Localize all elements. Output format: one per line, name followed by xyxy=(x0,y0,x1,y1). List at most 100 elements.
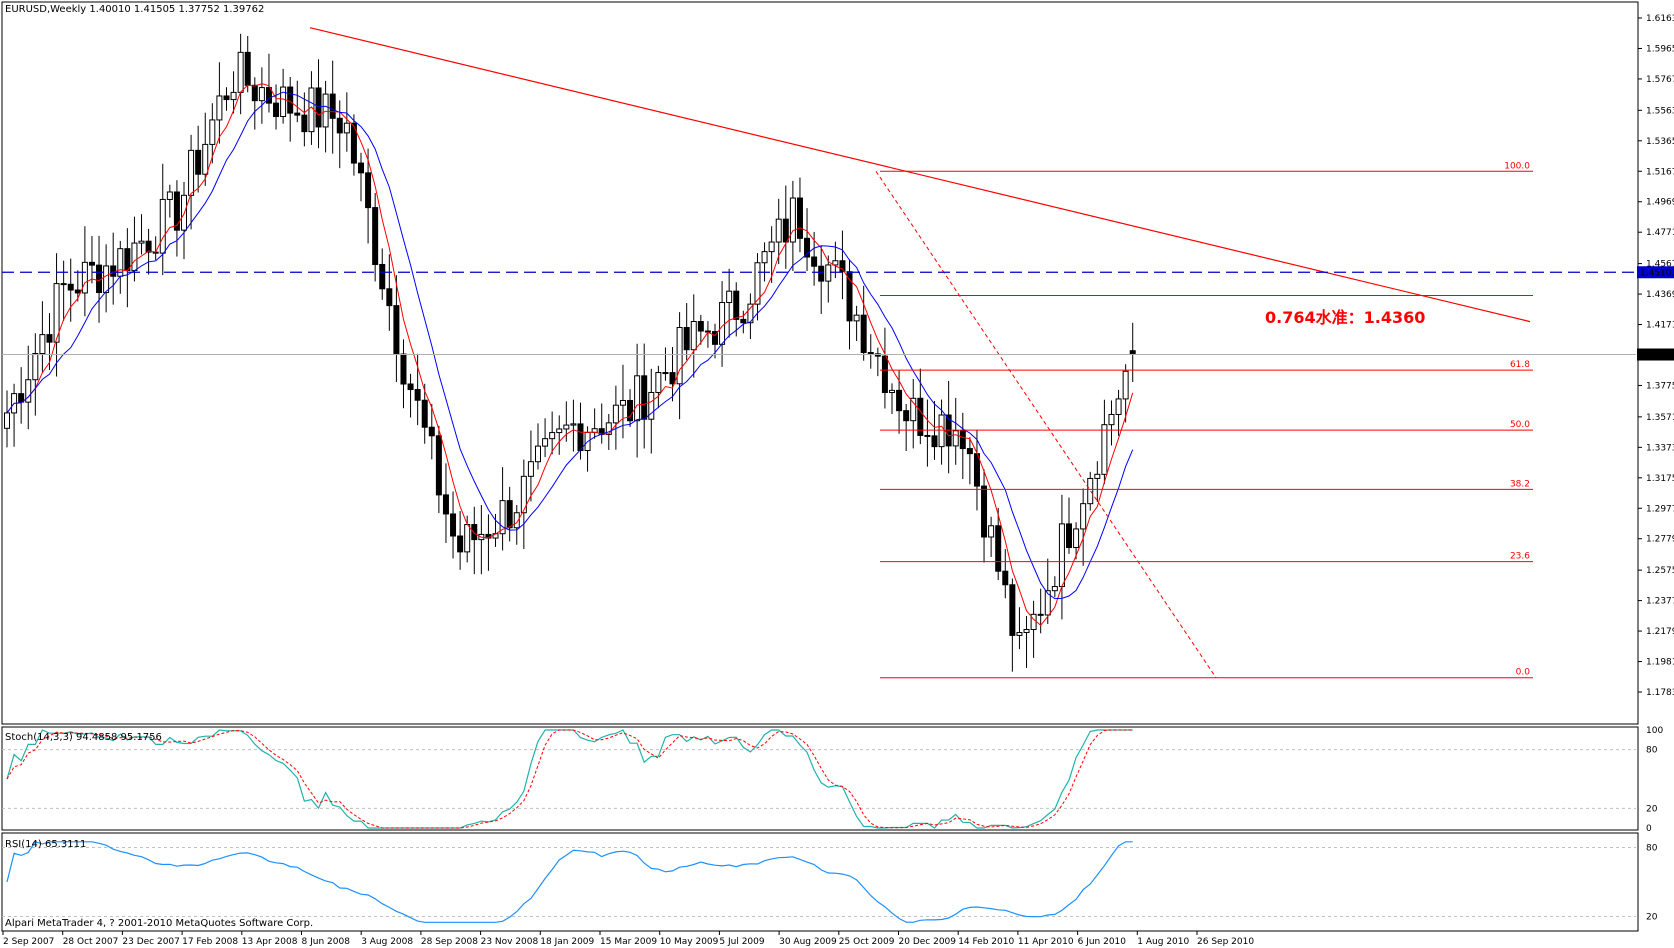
candle-body xyxy=(209,119,216,145)
candle-body xyxy=(1129,350,1136,356)
candle-body xyxy=(542,438,549,447)
candle-body xyxy=(1058,523,1065,588)
price-tick-label: 1.31750 xyxy=(1646,474,1674,484)
date-label: 11 Apr 2010 xyxy=(1018,937,1074,947)
candle-body xyxy=(825,264,832,282)
candle-body xyxy=(393,305,400,355)
candle-body xyxy=(804,237,811,258)
stoch-lines: 100 80 20 0 xyxy=(2,726,1663,834)
candle-body xyxy=(273,102,280,118)
fib-level-label: 61.8 xyxy=(1510,360,1530,370)
candle-body xyxy=(88,261,95,266)
candle-body xyxy=(435,435,442,496)
candle-body xyxy=(605,422,612,435)
candle-body xyxy=(1115,398,1122,415)
copyright-footer: Alpari MetaTrader 4, ? 2001-2010 MetaQuo… xyxy=(5,918,313,929)
fibonacci-levels: 100.0 61.8 50.0 38.2 23.6 0.0 1.45107 1.39762 xyxy=(2,27,1674,679)
candle-body xyxy=(294,112,301,116)
candle-body xyxy=(329,93,336,119)
date-label: 1 Aug 2010 xyxy=(1137,937,1189,947)
hline-price-label: 1.45107 xyxy=(1640,268,1674,278)
candle-body xyxy=(258,87,265,102)
candle-body xyxy=(1094,473,1101,479)
rsi-axis-label: 20 xyxy=(1646,913,1658,923)
candle-body xyxy=(740,318,747,324)
candle-body xyxy=(1037,613,1044,616)
candle-body xyxy=(641,375,648,420)
candle-body xyxy=(910,397,917,422)
candle-body xyxy=(237,51,244,93)
candle-body xyxy=(280,86,287,118)
date-label: 14 Feb 2010 xyxy=(958,937,1014,947)
date-label: 6 Jun 2010 xyxy=(1078,937,1127,947)
candle-body xyxy=(414,389,421,401)
candle-body xyxy=(634,375,641,422)
stoch-axis-label: 0 xyxy=(1646,824,1652,834)
price-axis: 1.61630 1.59650 1.57670 1.55630 1.53650 1.516… xyxy=(1638,14,1674,698)
candle-body xyxy=(1051,586,1058,592)
candle-body xyxy=(1073,528,1080,549)
candle-body xyxy=(1066,523,1072,549)
rsi-line xyxy=(6,841,1133,923)
fib-diagonal xyxy=(875,170,1217,678)
candle-body xyxy=(697,321,704,332)
ma-slow-line xyxy=(6,91,1134,600)
candle-body xyxy=(938,414,945,448)
candle-body xyxy=(881,355,888,394)
chart-title: EURUSD,Weekly 1.40010 1.41505 1.37752 1.… xyxy=(5,4,264,15)
price-tick-label: 1.47710 xyxy=(1646,228,1674,238)
fib-level-label: 100.0 xyxy=(1504,161,1530,171)
candle-body xyxy=(917,397,924,436)
candle-body xyxy=(386,288,393,307)
candle-body xyxy=(216,95,223,121)
ma-fast-line xyxy=(6,83,1134,627)
stoch-signal-line xyxy=(6,729,1133,829)
price-tick-label: 1.19810 xyxy=(1646,658,1674,668)
candle-body xyxy=(4,412,10,429)
candle-body xyxy=(32,353,39,381)
candle-body xyxy=(988,525,995,538)
price-tick-label: 1.37750 xyxy=(1646,381,1674,391)
price-tick-label: 1.27790 xyxy=(1646,535,1674,545)
candle-body xyxy=(195,149,202,175)
candle-body xyxy=(358,162,364,174)
candle-body xyxy=(400,353,407,385)
date-label: 30 Aug 2009 xyxy=(779,937,837,947)
fib-level-label: 50.0 xyxy=(1510,420,1530,430)
price-tick-label: 1.59650 xyxy=(1646,44,1674,54)
candle-body xyxy=(81,261,88,294)
candle-body xyxy=(322,93,329,128)
candle-body xyxy=(627,399,634,422)
candle-body xyxy=(67,283,74,291)
candle-body xyxy=(995,525,1002,572)
candle-body xyxy=(336,117,343,134)
candle-body xyxy=(188,149,195,196)
last-price-label: 1.39762 xyxy=(1640,351,1674,361)
date-label: 25 Oct 2009 xyxy=(839,937,895,947)
candle-body xyxy=(612,404,619,424)
candle-body xyxy=(379,263,386,290)
candle-body xyxy=(676,327,683,385)
rsi-axis-label: 80 xyxy=(1646,844,1658,854)
candle-body xyxy=(527,461,534,477)
candle-body xyxy=(244,51,251,86)
candle-body xyxy=(103,265,110,294)
candle-body xyxy=(719,302,726,345)
price-tick-label: 1.49690 xyxy=(1646,198,1674,208)
fib-level-label: 0.0 xyxy=(1516,668,1531,678)
candle-body xyxy=(966,448,973,455)
price-panel xyxy=(1,1,1639,725)
candle-body xyxy=(513,512,520,529)
candle-body xyxy=(818,265,825,282)
candle-body xyxy=(428,426,435,437)
candle-body xyxy=(1016,632,1023,636)
candle-body xyxy=(251,84,258,102)
stoch-panel xyxy=(1,726,1639,831)
candle-body xyxy=(471,524,478,541)
price-tick-label: 1.51670 xyxy=(1646,167,1674,177)
candle-body xyxy=(372,207,379,265)
candle-body xyxy=(1122,370,1129,400)
candle-body xyxy=(1080,503,1087,530)
candle-body xyxy=(53,283,60,343)
candle-body xyxy=(1023,629,1030,634)
